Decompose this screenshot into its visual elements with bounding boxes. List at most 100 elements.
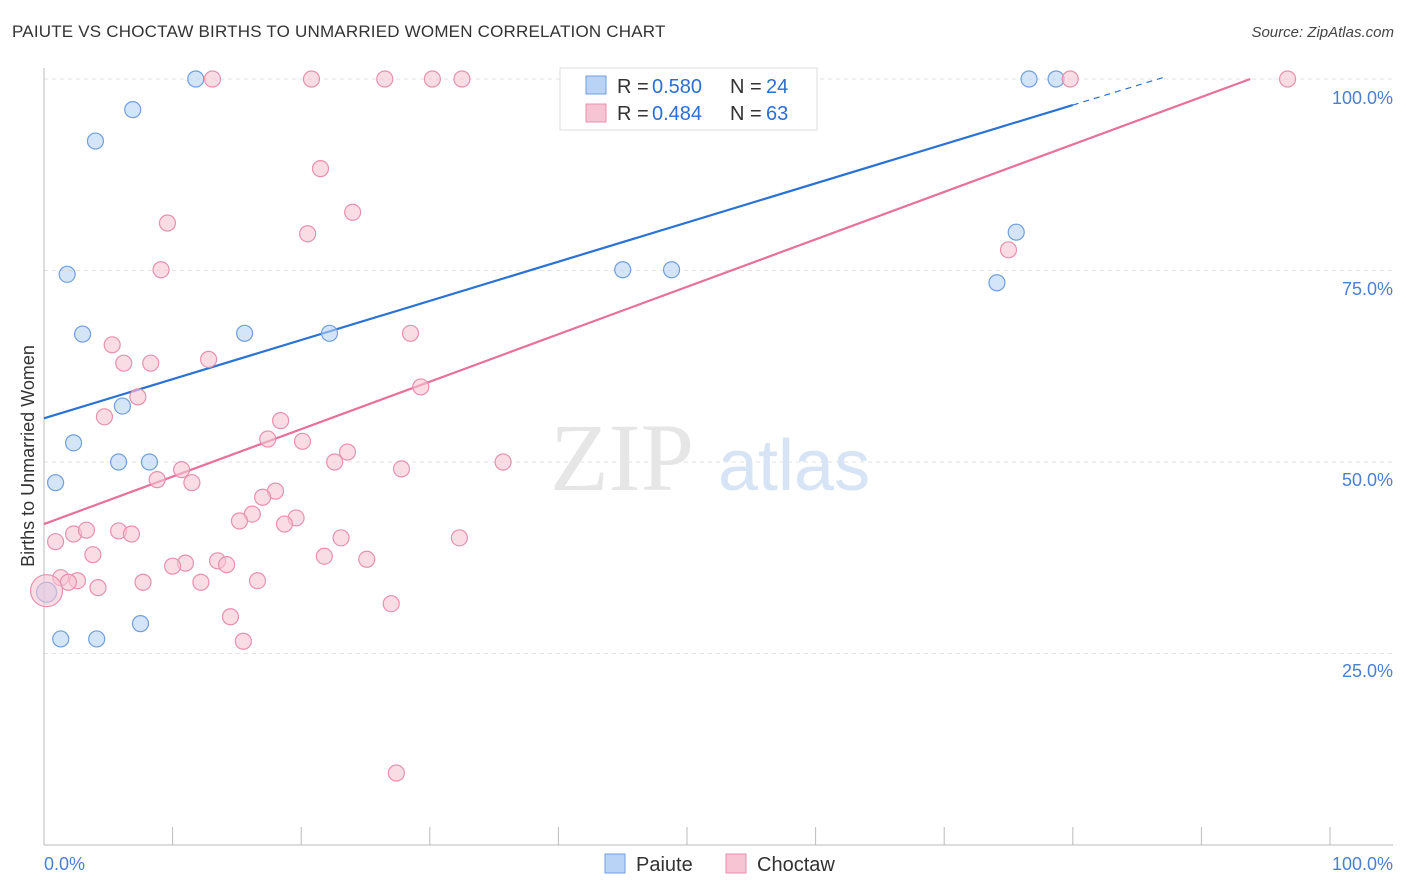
data-point-paiute [187,70,205,88]
x-tick-label-min: 0.0% [44,854,85,874]
trendline-extension-paiute [1072,77,1163,106]
data-point-choctaw [89,579,107,597]
data-point-choctaw [103,336,121,354]
data-point-choctaw [382,595,400,613]
stats-legend: R = 0.580 N = 24 R = 0.484 N = 63 [559,67,818,131]
data-point-choctaw [387,764,405,782]
legend-swatch-choctaw [585,103,607,123]
data-point-paiute [113,397,132,415]
data-point-choctaw [46,533,65,551]
data-point-choctaw [84,546,102,564]
data-point-choctaw [192,573,210,591]
data-point-paiute [46,474,65,492]
data-point-choctaw [1061,70,1079,88]
data-point-paiute [662,261,681,279]
data-point-choctaw [358,550,376,568]
data-point-paiute [124,101,142,119]
data-point-choctaw [376,70,394,88]
data-point-choctaw [999,241,1018,259]
data-point-choctaw [311,160,330,178]
legend-n-label-choctaw: N = [730,103,762,125]
legend-r-label-paiute: R = [617,76,649,98]
data-point-choctaw [412,378,430,396]
legend-n-choctaw: 63 [766,103,788,125]
data-point-choctaw [148,471,166,489]
data-point-choctaw [332,529,350,547]
x-tick-label-max: 100.0% [1332,854,1393,874]
y-tick-label-75: 75.0% [1342,279,1393,299]
data-point-choctaw [302,70,321,88]
data-point-choctaw [129,388,147,406]
data-point-paiute [109,453,128,471]
legend-r-paiute: 0.580 [652,76,702,98]
data-point-choctaw [272,412,290,430]
y-axis-title: Births to Unmarried Women [18,345,38,567]
data-point-choctaw [423,70,441,88]
legend-swatch-paiute [585,75,607,95]
data-point-choctaw [299,225,317,243]
legend-n-label-paiute: N = [730,76,762,98]
data-point-paiute [1007,223,1025,241]
data-point-paiute [88,630,106,648]
data-point-paiute [236,324,254,342]
data-point-paiute [988,274,1006,292]
data-point-choctaw [1278,70,1297,88]
data-point-choctaw [293,432,312,450]
data-point-paiute [614,261,632,279]
data-point-choctaw [29,574,64,608]
data-point-choctaw [234,632,252,650]
data-point-paiute [52,630,70,648]
data-point-choctaw [218,556,236,574]
data-point-choctaw [326,453,344,471]
bottom-legend-swatch-choctaw [725,853,747,874]
data-point-paiute [86,132,105,150]
data-point-choctaw [315,547,333,565]
data-point-paiute [320,324,339,342]
data-point-paiute [131,615,150,633]
legend-r-label-choctaw: R = [617,103,649,125]
bottom-legend: Paiute Choctaw [604,853,835,876]
data-point-choctaw [259,430,277,448]
data-point-choctaw [338,443,357,461]
data-point-choctaw [344,203,362,221]
legend-r-choctaw: 0.484 [652,103,702,125]
data-point-choctaw [494,453,512,471]
data-point-choctaw [183,474,201,492]
data-point-paiute [140,453,159,471]
y-tick-label-50: 50.0% [1342,470,1393,490]
data-point-choctaw [158,214,177,232]
data-point-choctaw [230,512,249,530]
y-tick-label-100: 100.0% [1332,88,1393,108]
watermark-atlas: atlas [718,426,870,506]
data-point-choctaw [173,461,191,479]
data-point-paiute [73,325,92,343]
legend-n-paiute: 24 [766,76,788,98]
data-point-choctaw [142,354,160,372]
watermark-zip: ZIP [550,404,694,511]
data-point-choctaw [77,521,96,539]
data-point-choctaw [134,573,152,591]
data-point-paiute [1020,70,1038,88]
chart-source: Source: ZipAtlas.com [1251,24,1394,41]
data-point-choctaw [275,515,294,533]
data-point-choctaw [122,525,141,543]
data-point-choctaw [95,408,114,426]
data-point-choctaw [254,488,272,506]
data-point-choctaw [200,350,218,368]
data-point-paiute [58,265,76,283]
bottom-legend-choctaw: Choctaw [757,854,835,876]
data-point-choctaw [203,70,222,88]
data-point-choctaw [401,324,420,342]
data-point-choctaw [450,529,468,547]
bottom-legend-paiute: Paiute [636,854,693,876]
data-point-choctaw [115,354,133,372]
y-tick-label-25: 25.0% [1342,661,1393,681]
chart-title: PAIUTE VS CHOCTAW BIRTHS TO UNMARRIED WO… [12,22,666,41]
trendline-paiute [43,103,1074,420]
data-point-choctaw [152,261,170,279]
data-point-choctaw [248,572,267,590]
data-point-paiute [64,434,83,452]
data-point-choctaw [453,70,471,88]
